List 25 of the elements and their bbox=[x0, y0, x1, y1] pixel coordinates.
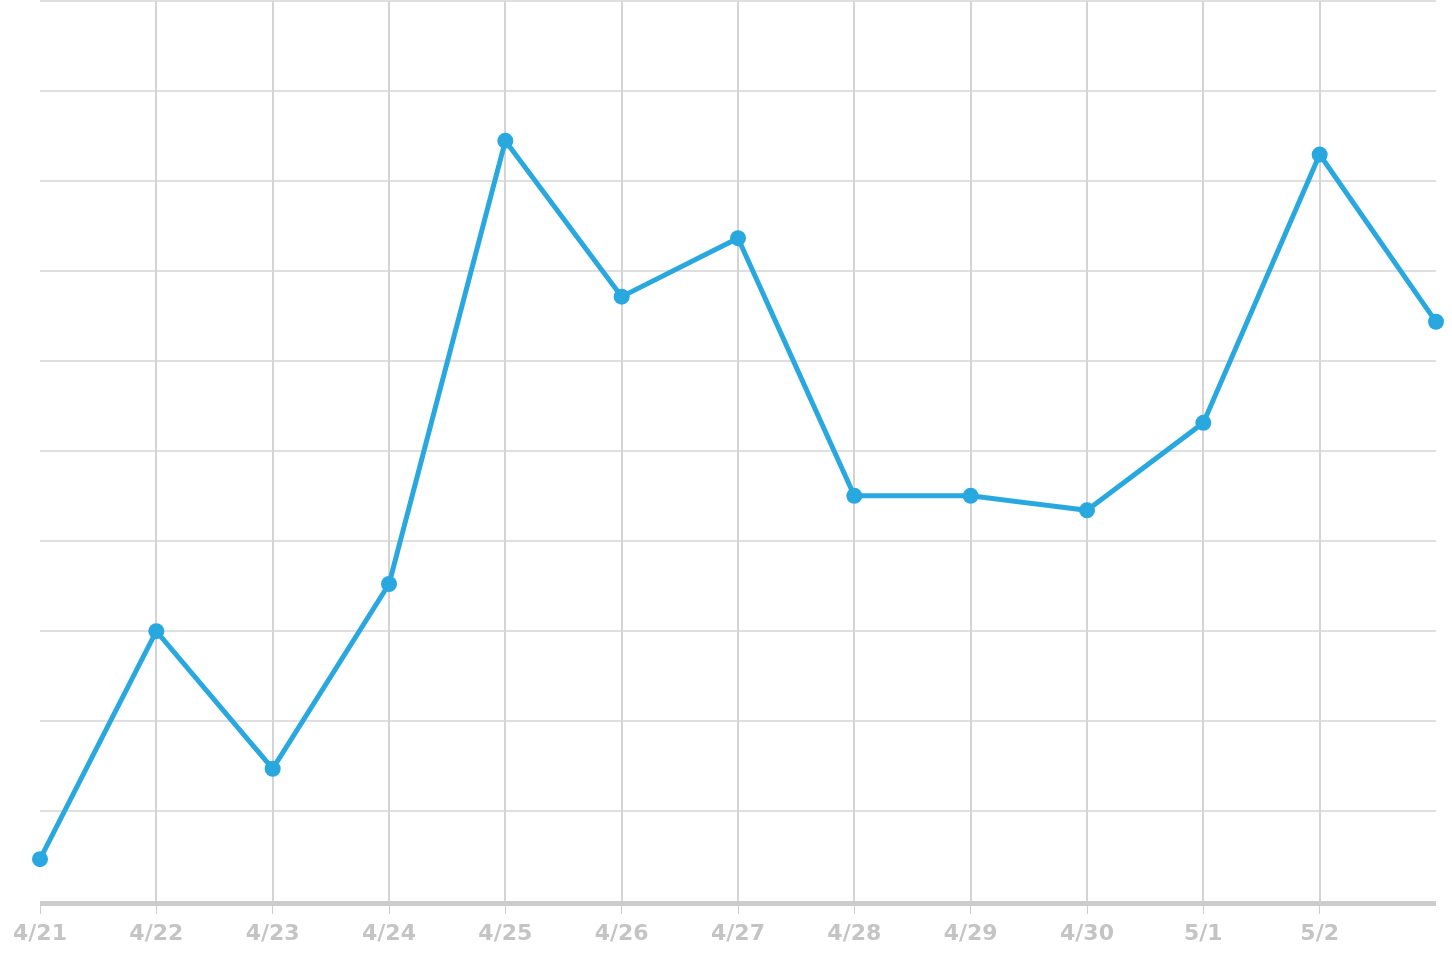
x-tick-label: 4/27 bbox=[711, 920, 765, 946]
x-tick-label: 5/1 bbox=[1184, 920, 1223, 946]
point bbox=[1311, 146, 1328, 163]
point bbox=[962, 487, 979, 504]
x-tick-label: 4/21 bbox=[13, 920, 67, 946]
point bbox=[381, 576, 397, 593]
point bbox=[264, 760, 281, 777]
x-tick-label: 4/26 bbox=[594, 920, 649, 946]
point bbox=[32, 851, 48, 868]
x-tick-label: 4/23 bbox=[245, 920, 300, 946]
point bbox=[497, 132, 514, 149]
point bbox=[1195, 414, 1212, 431]
point bbox=[1428, 313, 1444, 330]
x-tick-label: 4/24 bbox=[362, 920, 416, 946]
x-tick-label: 4/30 bbox=[1060, 920, 1114, 946]
point bbox=[1079, 502, 1095, 519]
point bbox=[148, 623, 165, 640]
x-tick-label: 4/22 bbox=[129, 920, 184, 946]
x-tick-label: 4/28 bbox=[827, 920, 882, 946]
x-tick-label: 4/29 bbox=[943, 920, 998, 946]
x-tick-label: 4/25 bbox=[478, 920, 533, 946]
x-tick-label: 5/2 bbox=[1300, 920, 1339, 946]
point bbox=[613, 288, 630, 305]
point bbox=[846, 487, 863, 504]
point bbox=[730, 230, 746, 247]
